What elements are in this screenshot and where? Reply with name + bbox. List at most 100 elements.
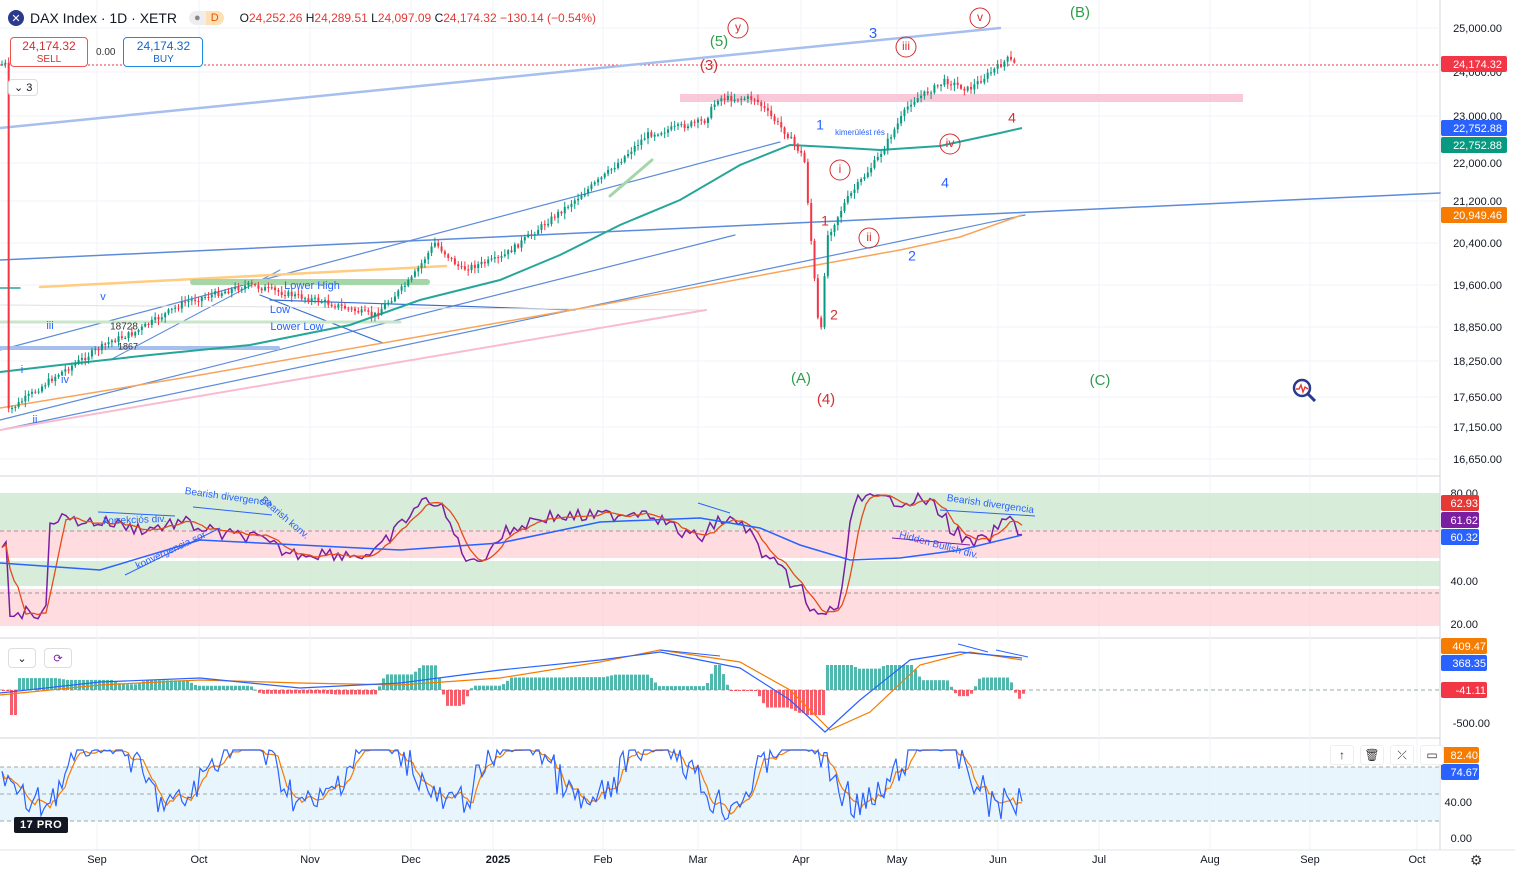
- stoch-k-line: [1, 747, 1023, 821]
- candle: [1013, 59, 1016, 63]
- candle: [90, 350, 93, 357]
- candle: [60, 371, 63, 375]
- macd-histogram-bar: [234, 685, 237, 690]
- macd-histogram-bar: [266, 690, 269, 694]
- delay-pill[interactable]: ● D: [189, 11, 224, 25]
- candle: [467, 269, 470, 271]
- macd-histogram-bar: [362, 690, 365, 695]
- candle: [427, 252, 430, 260]
- candle: [100, 343, 103, 351]
- candle: [860, 179, 863, 183]
- wave-label: 2: [908, 248, 916, 264]
- macd-histogram-bar: [218, 685, 221, 690]
- macd-histogram-bar: [822, 690, 825, 715]
- candle: [730, 95, 733, 101]
- wave-label: (4): [817, 391, 835, 408]
- buy-button[interactable]: 24,174.32 BUY: [123, 37, 204, 67]
- candle: [110, 340, 113, 343]
- collapse-icon[interactable]: ⤫: [1390, 745, 1414, 765]
- rsi-slow-line: [0, 517, 1023, 571]
- macd-histogram-bar: [674, 686, 677, 690]
- stoch-tick-label: 0.00: [1451, 833, 1472, 845]
- candle: [503, 254, 506, 257]
- candle: [840, 210, 843, 218]
- candle: [363, 309, 366, 311]
- refresh-icon[interactable]: ⟳: [44, 648, 72, 668]
- candle: [124, 337, 127, 339]
- macd-histogram-bar: [938, 680, 941, 690]
- symbol-title[interactable]: DAX Index · 1D · XETR: [30, 10, 178, 26]
- rsi-badge-label: 62.93: [1450, 498, 1478, 510]
- magnifier-chart-icon[interactable]: [1292, 378, 1316, 402]
- macd-histogram-bar: [874, 668, 877, 690]
- candle: [617, 162, 620, 169]
- macd-histogram-bar: [478, 685, 481, 690]
- macd-histogram-bar: [746, 690, 749, 691]
- macd-histogram-bar: [46, 678, 49, 690]
- sell-button[interactable]: 24,174.32 SELL: [10, 37, 88, 67]
- price-tick-label: 18,250.00: [1453, 356, 1502, 368]
- trendline: [0, 214, 1026, 431]
- candle: [24, 395, 27, 402]
- candle: [97, 349, 100, 351]
- macd-histogram-bar: [310, 690, 313, 694]
- candle: [533, 234, 536, 236]
- macd-histogram-bar: [214, 685, 217, 690]
- macd-badge-label: 368.35: [1452, 658, 1486, 670]
- candle: [210, 294, 213, 298]
- candle: [963, 88, 966, 91]
- macd-histogram-bar: [1010, 682, 1013, 690]
- candle: [294, 294, 297, 297]
- chevron-down-icon[interactable]: ⌄: [8, 648, 36, 668]
- rsi-badge: [1441, 495, 1479, 511]
- macd-histogram-bar: [870, 668, 873, 690]
- candle: [660, 133, 663, 135]
- candle: [766, 108, 769, 111]
- candle: [760, 102, 763, 107]
- wave-label: 18728: [110, 322, 138, 333]
- macd-histogram-bar: [862, 668, 865, 690]
- candle: [756, 99, 759, 103]
- maximize-icon[interactable]: ▭: [1420, 745, 1444, 765]
- macd-histogram-bar: [318, 690, 321, 694]
- candle: [453, 258, 456, 265]
- candle: [240, 288, 243, 291]
- trash-icon[interactable]: 🗑: [1360, 745, 1384, 765]
- macd-histogram-bar: [178, 680, 181, 690]
- candle: [1, 64, 3, 66]
- rsi-badge-label: 61.62: [1450, 515, 1478, 527]
- candle: [680, 124, 683, 126]
- candle: [670, 126, 673, 130]
- macd-histogram-bar: [902, 665, 905, 690]
- arrow-up-icon[interactable]: ↑: [1330, 745, 1354, 765]
- candle: [397, 290, 400, 297]
- indicators-toggle[interactable]: ⌄ 3: [8, 79, 39, 96]
- macd-histogram-bar: [350, 690, 353, 695]
- macd-histogram-bar: [26, 678, 29, 690]
- macd-histogram-bar: [290, 690, 293, 694]
- candle: [234, 287, 237, 289]
- macd-histogram-bar: [482, 685, 485, 690]
- macd-histogram-bar: [774, 690, 777, 708]
- macd-badge: [1441, 682, 1487, 698]
- time-tick-label: Mar: [689, 854, 708, 866]
- trade-buttons: 24,174.32 SELL 0.00 24,174.32 BUY: [10, 37, 204, 67]
- macd-div-line: [957, 643, 989, 653]
- macd-histogram-bar: [10, 690, 13, 715]
- macd-histogram-bar: [354, 690, 357, 695]
- candle: [37, 391, 40, 393]
- macd-badge: [1441, 655, 1487, 671]
- macd-histogram-bar: [454, 690, 457, 706]
- candle: [194, 299, 197, 301]
- wave-label: 4: [1008, 110, 1016, 126]
- macd-histogram-bar: [758, 690, 761, 697]
- rsi-pane: [0, 491, 1023, 621]
- candle: [796, 144, 799, 151]
- candle: [74, 363, 77, 366]
- time-tick-label: Feb: [594, 854, 613, 866]
- candle: [320, 302, 323, 304]
- macd-histogram-bar: [462, 690, 465, 705]
- settings-icon[interactable]: ⚙: [1470, 852, 1483, 868]
- candle: [50, 378, 53, 382]
